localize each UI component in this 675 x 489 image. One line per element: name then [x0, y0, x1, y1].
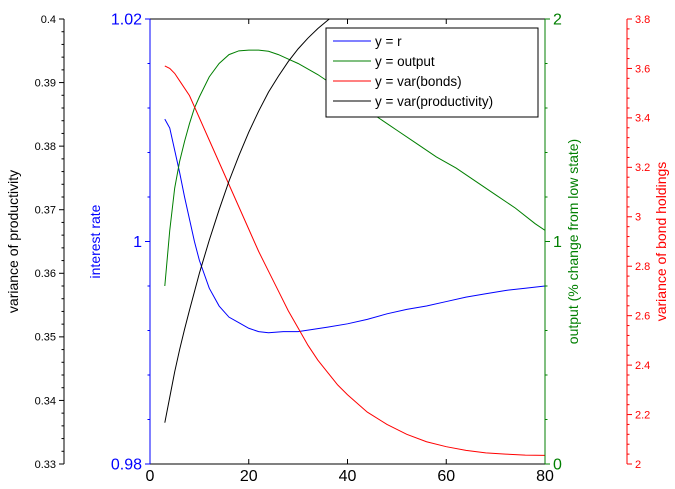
- legend-entry: y = var(bonds): [375, 74, 462, 89]
- y-axis-productivity_var: 0.33 0.34 0.35 0.36 0.37 0.38 0.39 0.4 variance …: [5, 14, 65, 471]
- legend-box: [325, 27, 539, 118]
- y-tick-label-output: 1: [553, 234, 562, 251]
- y-tick-label-interest: 0.98: [111, 457, 142, 474]
- legend-entry: y = r: [375, 34, 402, 49]
- y-tick-label-bonds_var: 3: [635, 212, 641, 224]
- y-tick-label-productivity_var: 0.4: [41, 14, 56, 26]
- x-tick-label: 20: [240, 468, 258, 485]
- y-tick-label-productivity_var: 0.39: [35, 77, 56, 89]
- y-tick-label-productivity_var: 0.34: [35, 395, 56, 407]
- y-axis-output: 0 1 2 output (% change from low state): [544, 12, 581, 474]
- y-tick-label-productivity_var: 0.37: [35, 205, 56, 217]
- y-tick-label-interest: 1.02: [111, 12, 142, 29]
- y-tick-label-bonds_var: 3.2: [635, 162, 650, 174]
- legend-entry: y = output: [375, 54, 435, 69]
- y-tick-label-bonds_var: 2.2: [635, 409, 650, 421]
- y-tick-label-bonds_var: 3.4: [635, 113, 650, 125]
- y-tick-label-bonds_var: 2.6: [635, 311, 650, 323]
- legend-entry: y = var(productivity): [375, 94, 493, 109]
- series-layer: [164, 19, 545, 456]
- series-line-bonds_var: [164, 65, 545, 456]
- series-line-productivity_var: [164, 19, 331, 423]
- y-axis-title-bonds_var: variance of bond holdings: [653, 162, 669, 322]
- y-axis-bonds_var: 2 2.2 2.4 2.6 2.8 3 3.2 3.4 3.6 3.8 variance of bo…: [626, 14, 669, 471]
- y-tick-label-bonds_var: 2: [635, 459, 641, 471]
- legend: y = r y = output y = var(bonds) y = var(pro…: [325, 27, 539, 118]
- series-line-output: [164, 49, 545, 287]
- x-tick-label: 40: [339, 468, 357, 485]
- y-axis-title-output: output (% change from low state): [565, 139, 581, 344]
- y-axis-title-productivity_var: variance of productivity: [5, 170, 21, 313]
- y-tick-label-productivity_var: 0.33: [35, 459, 56, 471]
- series-line-interest: [164, 118, 545, 334]
- y-axis-title-interest: interest rate: [87, 204, 103, 278]
- y-tick-label-productivity_var: 0.38: [35, 141, 56, 153]
- y-tick-label-interest: 1: [133, 234, 142, 251]
- y-axis-interest: 0.98 1 1.02 interest rate: [87, 12, 151, 474]
- x-tick-label: 80: [536, 468, 554, 485]
- y-tick-label-bonds_var: 2.4: [635, 360, 650, 372]
- axes-layer: 0 20 40 60 800.330.340.350.360.370.380.390.4…: [5, 12, 669, 485]
- y-tick-label-bonds_var: 3.8: [635, 14, 650, 26]
- y-tick-label-bonds_var: 2.8: [635, 261, 650, 273]
- x-tick-label: 60: [437, 468, 455, 485]
- x-tick-label: 0: [146, 468, 155, 485]
- y-tick-label-output: 2: [553, 12, 562, 29]
- y-tick-label-productivity_var: 0.36: [35, 268, 56, 280]
- y-tick-label-output: 0: [553, 457, 562, 474]
- y-tick-label-bonds_var: 3.6: [635, 63, 650, 75]
- y-tick-label-productivity_var: 0.35: [35, 332, 56, 344]
